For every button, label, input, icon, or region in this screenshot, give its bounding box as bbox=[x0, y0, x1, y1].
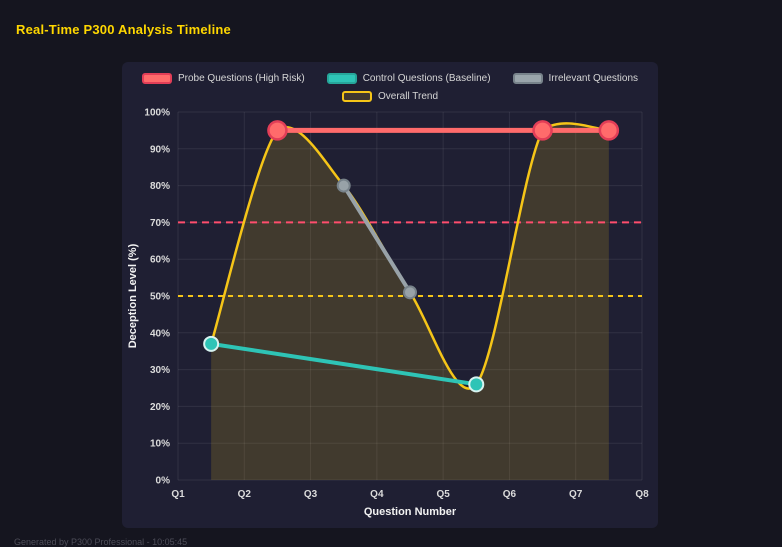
legend-item[interactable]: Overall Trend bbox=[341, 90, 439, 102]
data-point[interactable] bbox=[532, 120, 553, 141]
y-tick-label: 40% bbox=[150, 328, 170, 339]
legend-row: Overall Trend bbox=[122, 88, 658, 104]
legend-item[interactable]: Irrelevant Questions bbox=[512, 72, 639, 84]
legend-label: Overall Trend bbox=[377, 90, 439, 102]
chart-legend: Probe Questions (High Risk) Control Quest… bbox=[122, 70, 658, 104]
data-point[interactable] bbox=[598, 120, 620, 141]
data-point[interactable] bbox=[267, 120, 288, 141]
y-tick-label: 100% bbox=[144, 108, 170, 119]
x-tick-label: Q4 bbox=[370, 489, 384, 500]
data-point[interactable] bbox=[336, 178, 351, 193]
legend-swatch bbox=[512, 72, 543, 84]
series-line bbox=[209, 341, 479, 387]
y-tick-label: 80% bbox=[150, 181, 170, 192]
data-point[interactable] bbox=[468, 376, 485, 393]
y-tick-label: 30% bbox=[150, 365, 170, 376]
x-tick-label: Q1 bbox=[171, 489, 185, 500]
data-point[interactable] bbox=[403, 285, 417, 300]
series-line bbox=[341, 183, 412, 295]
x-tick-label: Q3 bbox=[304, 489, 318, 500]
y-axis-title: Deception Level (%) bbox=[127, 243, 139, 348]
trend-area bbox=[211, 123, 609, 480]
footer-caption: Generated by P300 Professional - 10:05:4… bbox=[14, 537, 188, 547]
y-tick-label: 70% bbox=[150, 218, 170, 229]
legend-label: Irrelevant Questions bbox=[548, 72, 639, 84]
page-title: Real-Time P300 Analysis Timeline bbox=[16, 22, 231, 37]
legend-swatch bbox=[326, 72, 357, 84]
legend-item[interactable]: Control Questions (Baseline) bbox=[326, 72, 491, 84]
y-tick-label: 60% bbox=[150, 255, 170, 266]
legend-row: Probe Questions (High Risk) Control Quest… bbox=[122, 70, 658, 86]
legend-label: Control Questions (Baseline) bbox=[362, 72, 491, 84]
x-axis-title: Question Number bbox=[364, 506, 457, 518]
y-tick-label: 20% bbox=[150, 402, 170, 413]
x-tick-label: Q5 bbox=[436, 489, 450, 500]
legend-item[interactable]: Probe Questions (High Risk) bbox=[141, 72, 305, 84]
y-tick-label: 90% bbox=[150, 144, 170, 155]
legend-swatch bbox=[341, 90, 372, 102]
y-tick-label: 50% bbox=[150, 292, 170, 303]
y-tick-label: 10% bbox=[150, 439, 170, 450]
x-tick-label: Q6 bbox=[503, 489, 517, 500]
x-tick-label: Q7 bbox=[569, 489, 583, 500]
y-tick-label: 0% bbox=[156, 476, 171, 487]
x-tick-label: Q8 bbox=[635, 489, 649, 500]
legend-label: Probe Questions (High Risk) bbox=[177, 72, 305, 84]
x-tick-label: Q2 bbox=[238, 489, 252, 500]
chart-panel: Probe Questions (High Risk) Control Quest… bbox=[122, 62, 658, 528]
legend-swatch bbox=[141, 72, 172, 84]
data-point[interactable] bbox=[203, 335, 220, 352]
chart-canvas[interactable]: 0% 10% 20% 30% 40% 50% 60% 70% 80% 90% 100% Q1 Q2 Q3 Q… bbox=[122, 106, 658, 526]
